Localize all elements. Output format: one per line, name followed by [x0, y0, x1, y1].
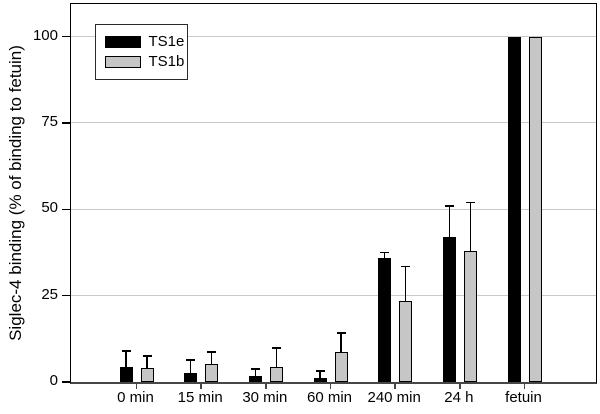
x-tick-15-min — [200, 384, 202, 389]
bar-ts1b-0-min — [140, 367, 154, 382]
legend-item-ts1e: TS1e — [104, 33, 187, 50]
legend-label-ts1b: TS1b — [148, 53, 185, 70]
x-tick-label-240-min: 240 min — [367, 389, 421, 406]
error-bar-ts1b-24-h — [469, 202, 472, 251]
error-cap-ts1e-30-min — [250, 368, 260, 370]
error-cap-ts1b-24-h — [465, 201, 475, 204]
error-bar-ts1e-60-min — [319, 370, 321, 378]
error-bar-ts1e-240-min — [383, 252, 386, 258]
error-cap-ts1e-24-h — [444, 205, 454, 207]
error-bar-ts1b-0-min — [146, 356, 148, 368]
legend-label-ts1e: TS1e — [148, 33, 185, 50]
error-bar-ts1e-24-h — [448, 205, 451, 237]
bar-ts1e-240-min — [378, 257, 392, 382]
bar-ts1e-24-h — [442, 236, 456, 382]
bar-ts1b-24-h — [463, 250, 477, 382]
x-tick-240-min — [394, 384, 396, 389]
error-cap-ts1b-30-min — [271, 347, 281, 349]
x-tick-0-min — [135, 384, 138, 389]
error-cap-ts1b-15-min — [207, 351, 217, 353]
bar-ts1b-240-min — [399, 300, 413, 382]
bar-ts1e-30-min — [248, 375, 262, 382]
bar-ts1b-30-min — [269, 367, 283, 382]
gridline-75 — [71, 122, 596, 124]
error-bar-ts1e-30-min — [254, 368, 257, 376]
gridline-100 — [71, 36, 596, 37]
error-bar-ts1e-0-min — [125, 350, 127, 368]
error-bar-ts1b-60-min — [340, 332, 342, 352]
legend-item-ts1b: TS1b — [104, 53, 187, 70]
legend-swatch-ts1e — [104, 35, 141, 48]
bar-ts1b-60-min — [334, 351, 348, 382]
y-tick-label-25: 25 — [41, 285, 58, 303]
error-cap-ts1e-0-min — [121, 350, 131, 352]
y-tick-50 — [61, 208, 70, 210]
y-tick-label-100: 100 — [32, 26, 58, 44]
bar-ts1e-0-min — [119, 367, 133, 382]
x-tick-label-0-min: 0 min — [117, 389, 154, 406]
legend: TS1e TS1b — [94, 23, 188, 80]
x-tick-60-min — [329, 384, 332, 389]
error-cap-ts1b-0-min — [142, 355, 152, 357]
legend-swatch-ts1b — [104, 55, 141, 68]
x-tick-30-min — [265, 384, 267, 389]
error-cap-ts1b-240-min — [401, 265, 411, 267]
y-tick-label-0: 0 — [49, 372, 58, 389]
x-tick-label-fetuin: fetuin — [505, 389, 542, 406]
y-axis-title: Siglec-4 binding (% of binding to fetuin… — [6, 45, 25, 341]
error-bar-ts1b-240-min — [404, 266, 407, 301]
error-cap-ts1e-15-min — [186, 359, 196, 361]
y-tick-0 — [61, 381, 70, 383]
y-tick-75 — [61, 122, 70, 124]
error-cap-ts1b-60-min — [336, 332, 346, 334]
bar-ts1b-fetuin — [528, 36, 542, 382]
x-tick-label-30-min: 30 min — [242, 389, 288, 406]
bar-ts1b-15-min — [205, 364, 219, 382]
x-tick-label-60-min: 60 min — [306, 389, 353, 406]
y-tick-100 — [61, 35, 70, 38]
bar-ts1e-fetuin — [507, 36, 521, 382]
x-tick-label-15-min: 15 min — [177, 389, 223, 406]
bar-ts1e-60-min — [313, 377, 327, 382]
gridline-25 — [71, 295, 596, 297]
y-tick-label-75: 75 — [41, 112, 58, 130]
error-bar-ts1b-15-min — [210, 351, 213, 365]
gridline-50 — [71, 208, 596, 210]
error-bar-ts1b-30-min — [275, 347, 278, 368]
error-bar-ts1e-15-min — [189, 359, 192, 374]
x-tick-fetuin — [523, 384, 526, 389]
y-tick-label-50: 50 — [41, 199, 58, 217]
x-tick-24-h — [459, 384, 461, 389]
error-cap-ts1e-60-min — [315, 370, 325, 372]
y-tick-25 — [61, 294, 70, 297]
error-cap-ts1e-240-min — [380, 251, 390, 254]
x-tick-label-24-h: 24 h — [444, 389, 474, 406]
bar-ts1e-15-min — [184, 373, 198, 382]
plot-area: TS1e TS1b — [61, 3, 597, 389]
